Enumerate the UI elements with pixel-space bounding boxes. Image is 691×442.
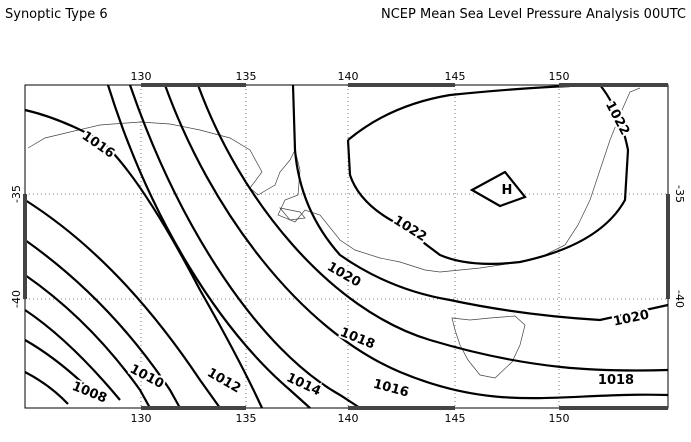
isobar: [128, 84, 361, 409]
isobars: [24, 84, 669, 409]
lat-label: -40: [10, 290, 23, 308]
contour-label: 1014: [284, 370, 323, 399]
contour-label: 1008: [70, 379, 109, 406]
lon-label: 135: [236, 412, 257, 425]
high-marker: [469, 170, 527, 208]
lon-label: 145: [445, 70, 466, 83]
contour-label: 1016: [79, 129, 117, 162]
lat-label: -40: [673, 290, 686, 308]
axis-labels: 130 135 140 145 150 130 135 140 145 150 …: [10, 70, 686, 425]
isobar: [24, 371, 69, 405]
lat-label: -35: [673, 185, 686, 203]
lon-label: 130: [131, 412, 152, 425]
lon-label: 145: [445, 412, 466, 425]
isobar: [291, 84, 669, 322]
contour-label: 1010: [127, 362, 166, 392]
isobar: [24, 339, 96, 396]
lon-label: 140: [338, 412, 359, 425]
contour-label: 1022: [602, 99, 632, 138]
coast-island: [279, 207, 306, 221]
isobar: [24, 274, 151, 409]
isobar: [24, 239, 181, 409]
lon-label: 135: [236, 70, 257, 83]
lon-label: 130: [131, 70, 152, 83]
frame-bands: [23, 83, 670, 410]
lon-label: 150: [549, 412, 570, 425]
lon-label: 140: [338, 70, 359, 83]
contour-label: 1020: [324, 259, 363, 290]
isobar: [24, 108, 263, 409]
contour-labels: 1016 1022 1022 1020 1020 1018 1018 1016 …: [68, 97, 653, 409]
isobar: [347, 84, 571, 141]
contour-label: 1018: [598, 373, 634, 388]
coastline: [27, 87, 641, 379]
isobar: [196, 84, 669, 372]
isobar: [24, 309, 121, 401]
contour-label: 1020: [612, 307, 651, 329]
high-label: H: [502, 183, 513, 198]
contour-label: 1016: [371, 377, 410, 401]
left-title: Synoptic Type 6: [5, 7, 108, 22]
isobar: [163, 84, 669, 400]
lat-label: -35: [10, 185, 23, 203]
lon-label: 150: [549, 70, 570, 83]
contour-label: 1022: [391, 213, 430, 245]
right-title: NCEP Mean Sea Level Pressure Analysis 00…: [381, 7, 686, 22]
frame: [23, 83, 670, 410]
coast-tasmania: [451, 315, 526, 379]
contour-label: 1012: [204, 365, 243, 396]
isobar: [24, 199, 221, 409]
isobar: [106, 84, 311, 409]
coast-mainland: [27, 87, 641, 273]
isobar: [346, 84, 630, 265]
